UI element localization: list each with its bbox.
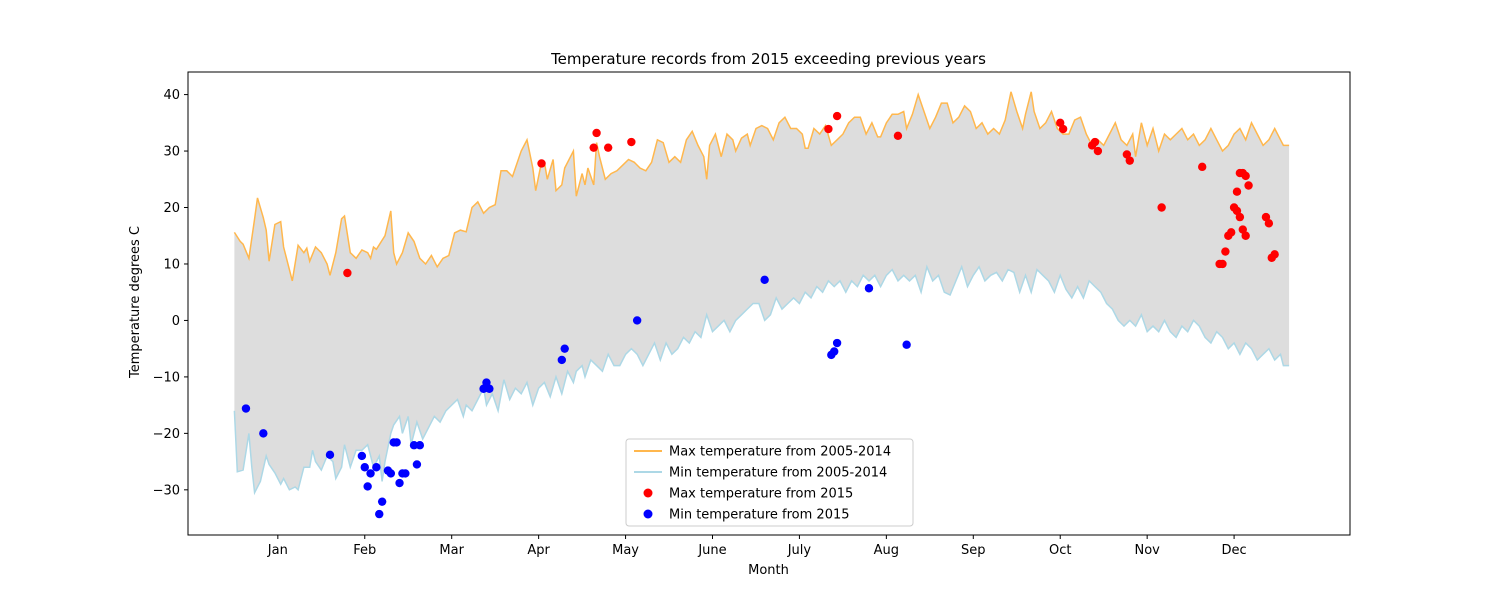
min-2015-point: [241, 404, 251, 413]
min-2015-point: [560, 344, 569, 353]
min-2015-point: [760, 275, 769, 284]
max-2015-point: [1058, 124, 1068, 134]
x-tick-label: Aug: [874, 543, 899, 558]
x-tick-label: Feb: [353, 543, 376, 558]
max-2015-point: [1090, 137, 1100, 147]
min-2015-point: [259, 429, 268, 438]
min-2015-point: [829, 347, 839, 356]
y-tick-label: 20: [163, 201, 180, 216]
legend-marker-swatch: [643, 488, 653, 498]
max-2015-point: [627, 137, 636, 147]
min-2015-point: [864, 284, 874, 293]
x-tick-label: July: [787, 543, 812, 558]
max-2015-point: [1241, 231, 1250, 240]
max-2015-point: [592, 128, 601, 138]
max-2015-point: [603, 143, 613, 152]
max-2015-point: [1221, 247, 1230, 256]
max-2015-point: [1244, 181, 1253, 190]
min-2015-point: [386, 469, 396, 478]
min-2015-point: [415, 441, 425, 450]
x-tick-label: June: [697, 543, 726, 558]
range-fill: [234, 91, 1290, 493]
x-tick-label: Sep: [961, 543, 986, 558]
max-2015-point: [1218, 259, 1227, 269]
chart-title: Temperature records from 2015 exceeding …: [550, 50, 986, 68]
x-axis-label: Month: [748, 563, 789, 578]
x-tick-label: Dec: [1222, 543, 1247, 558]
y-tick-label: −20: [153, 427, 180, 442]
min-temp-line: [233, 264, 1290, 496]
max-2015-point: [824, 124, 833, 134]
max-2015-point: [589, 143, 598, 152]
x-tick-label: May: [612, 543, 639, 558]
x-tick-label: Apr: [527, 543, 550, 558]
max-2015-point: [832, 111, 842, 121]
x-tick-label: Nov: [1134, 543, 1160, 558]
min-2015-point: [902, 340, 911, 349]
max-2015-point: [1264, 219, 1274, 228]
y-tick-label: 30: [163, 145, 180, 160]
legend-label: Max temperature from 2015: [669, 487, 853, 502]
y-axis-label: Temperature degrees C: [128, 226, 143, 379]
y-tick-label: 0: [172, 314, 180, 329]
min-2015-point: [485, 384, 494, 393]
min-2015-point: [392, 438, 401, 447]
y-tick-label: 40: [163, 88, 180, 103]
legend-label: Min temperature from 2015: [669, 508, 850, 523]
x-tick-label: Jan: [267, 543, 288, 558]
x-tick-label: Oct: [1049, 543, 1071, 558]
min-2015-point: [325, 450, 335, 460]
max-2015-point: [1226, 228, 1236, 237]
legend-label: Max temperature from 2005-2014: [669, 445, 891, 460]
min-2015-point: [832, 338, 842, 348]
legend-marker-swatch: [643, 509, 653, 519]
min-2015-point: [557, 355, 567, 365]
min-2015-point: [375, 509, 384, 519]
plot-frame: [187, 71, 1351, 536]
max-2015-point: [893, 131, 903, 141]
legend-box: [625, 438, 914, 527]
max-2015-point: [537, 159, 546, 168]
x-tick-label: Mar: [439, 543, 464, 558]
max-2015-point: [1125, 156, 1134, 165]
max-2015-point: [1270, 250, 1279, 259]
min-2015-point: [360, 463, 369, 472]
min-2015-point: [366, 469, 375, 478]
max-2015-point: [1157, 203, 1166, 212]
min-2015-point: [409, 441, 419, 450]
y-tick-label: 10: [163, 257, 180, 272]
legend: Max temperature from 2005-2014 Min temper…: [625, 438, 914, 527]
y-tick-label: −30: [153, 483, 180, 498]
y-tick-label: −10: [153, 370, 180, 385]
legend-label: Min temperature from 2005-2014: [669, 466, 887, 481]
min-2015-point: [401, 469, 410, 478]
min-2015-point: [412, 460, 422, 469]
min-2015-point: [357, 451, 367, 461]
min-2015-point: [363, 482, 372, 491]
max-2015-point: [1093, 146, 1103, 156]
max-temp-line: [233, 91, 1290, 282]
min-2015-point: [632, 316, 642, 325]
plot-area: Jan Feb Mar Apr May June July Aug Sep Oct Nov Dec −3…: [153, 71, 1351, 558]
max-2015-point: [1241, 171, 1250, 181]
min-2015-point: [395, 478, 404, 488]
max-2015-point: [343, 268, 352, 278]
min-2015-point: [372, 463, 381, 472]
max-2015-point: [1232, 187, 1242, 196]
max-2015-point: [1198, 162, 1207, 172]
min-2015-point: [377, 497, 387, 506]
max-2015-point: [1235, 212, 1245, 222]
